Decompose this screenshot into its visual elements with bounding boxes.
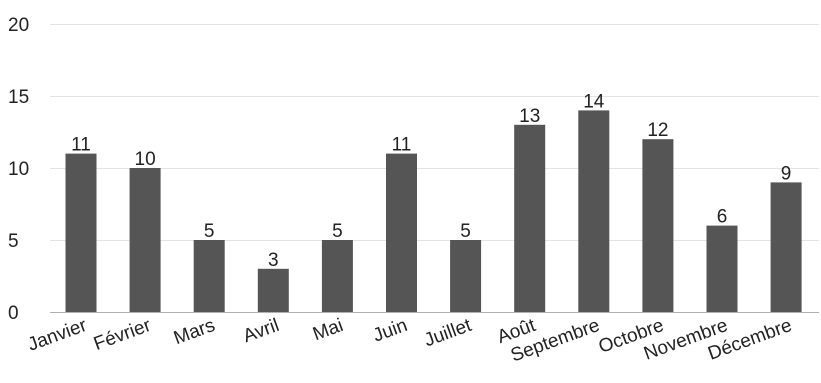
x-axis-categories: Janvier Février Mars Avril Mai Juin Juillet Aoû… — [25, 315, 795, 367]
data-label-11: 9 — [781, 163, 792, 184]
y-tick-label-10: 10 — [8, 159, 29, 180]
y-tick-label-0: 0 — [8, 303, 19, 324]
category-label-6: Juillet — [421, 315, 475, 352]
data-label-6: 5 — [460, 221, 471, 242]
bar-7 — [514, 124, 546, 312]
category-label-2: Mars — [171, 315, 218, 349]
y-tick-label-20: 20 — [8, 15, 29, 36]
bar-9 — [642, 139, 674, 312]
category-label-1: Février — [91, 315, 154, 355]
bar-0 — [65, 153, 97, 312]
bar-8 — [578, 110, 610, 313]
y-tick-label-15: 15 — [8, 87, 29, 108]
gridlines — [50, 24, 819, 241]
data-labels: 11 10 5 3 5 11 5 13 14 12 6 9 — [71, 91, 791, 270]
category-label-0: Janvier — [25, 315, 90, 356]
bar-10 — [706, 225, 738, 312]
bar-2 — [193, 240, 225, 312]
bar-4 — [321, 240, 353, 312]
bar-6 — [450, 240, 482, 312]
data-label-2: 5 — [204, 221, 215, 242]
category-label-3: Avril — [240, 315, 282, 347]
data-label-7: 13 — [519, 106, 540, 127]
data-label-4: 5 — [332, 221, 343, 242]
data-label-5: 11 — [392, 135, 412, 156]
y-tick-label-5: 5 — [8, 231, 19, 252]
data-label-9: 12 — [647, 120, 668, 141]
bar-5 — [386, 153, 417, 312]
data-label-10: 6 — [717, 207, 728, 228]
bar-3 — [257, 268, 289, 312]
bar-1 — [129, 168, 161, 312]
bar-11 — [770, 182, 802, 312]
data-label-0: 11 — [71, 135, 91, 156]
category-label-4: Mai — [310, 315, 346, 345]
data-label-3: 3 — [268, 250, 279, 271]
category-label-5: Juin — [370, 315, 410, 347]
data-label-1: 10 — [135, 149, 156, 170]
data-label-8: 14 — [583, 91, 605, 112]
y-axis-ticks: 0 5 10 15 20 — [8, 15, 29, 324]
bars — [65, 110, 802, 313]
